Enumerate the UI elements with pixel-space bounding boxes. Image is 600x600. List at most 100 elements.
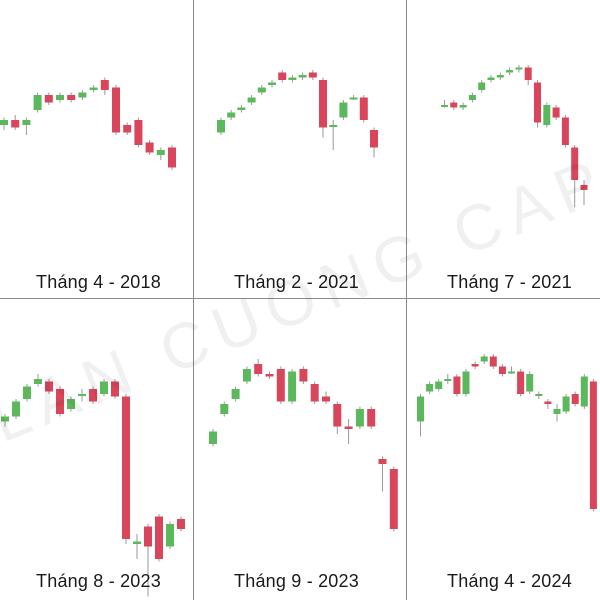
candle-10 [308, 70, 317, 80]
candle-body-down [580, 185, 588, 190]
candle-body-up [217, 120, 225, 133]
candle-9 [89, 85, 98, 93]
candle-20 [589, 379, 597, 512]
candle-body-up [417, 396, 424, 422]
candle-body-down [144, 526, 152, 547]
candle-6 [462, 369, 470, 397]
candle-9 [89, 386, 97, 404]
candle-8 [288, 369, 297, 404]
candle-15 [155, 514, 163, 562]
candle-body-up [580, 376, 588, 407]
candle-body-up [12, 401, 20, 417]
candle-body-up [257, 87, 266, 93]
candle-13 [526, 371, 534, 394]
candle-body-down [45, 381, 53, 392]
candle-10 [498, 364, 506, 377]
candle-body-down [552, 107, 560, 118]
candle-12 [543, 102, 551, 128]
candle-body-down [254, 364, 263, 374]
candle-body-up [535, 394, 543, 396]
chart-title-sep-2023: Tháng 9 - 2023 [234, 571, 359, 591]
candle-11 [508, 366, 515, 374]
candle-14 [355, 406, 364, 429]
candle-body-up [553, 409, 561, 414]
candle-8 [506, 67, 514, 75]
candle-body-down [378, 459, 387, 464]
candle-3 [459, 102, 467, 110]
candle-5 [44, 92, 53, 105]
candle-body-up [56, 95, 64, 100]
candlestick-chart-jul-2021 [441, 65, 588, 208]
candle-body-up [444, 379, 452, 381]
candle-body-down [367, 409, 376, 427]
candle-body-down [453, 376, 461, 394]
candle-body-up [288, 77, 297, 80]
candle-body-up [526, 374, 534, 392]
chart-panel-jul-2021: Tháng 7 - 2021 [407, 0, 600, 298]
candle-4 [33, 92, 42, 113]
candle-12 [329, 120, 338, 150]
candlestick-chart-aug-2023 [1, 374, 185, 597]
candle-9 [515, 65, 523, 73]
candle-15 [156, 147, 165, 160]
candle-2 [12, 399, 20, 419]
candle-16 [370, 127, 378, 158]
candle-body-down [112, 87, 120, 133]
candle-body-down [177, 519, 185, 529]
candle-body-up [441, 105, 448, 107]
candle-body-up [22, 120, 31, 125]
candle-body-up [462, 371, 470, 394]
candle-5 [45, 379, 53, 394]
candle-1 [217, 117, 225, 135]
candle-3 [22, 117, 31, 135]
candle-body-up [480, 356, 488, 362]
candle-body-up [100, 381, 108, 394]
candle-body-up [355, 409, 364, 427]
candle-15 [367, 406, 376, 429]
candle-17 [562, 394, 570, 414]
candle-body-up [268, 82, 276, 85]
candle-body-down [544, 401, 552, 404]
candle-body-up [78, 394, 86, 396]
candle-body-down [498, 366, 506, 374]
chart-panel-feb-2021: Tháng 2 - 2021 [194, 0, 399, 298]
candle-16 [166, 521, 174, 549]
candle-16 [168, 145, 176, 170]
candle-2 [426, 381, 434, 394]
chart-title-aug-2023: Tháng 8 - 2023 [36, 571, 161, 591]
candle-body-up [329, 125, 338, 127]
candle-3 [237, 105, 246, 113]
candle-body-up [487, 77, 495, 80]
candle-body-up [209, 431, 217, 444]
candle-10 [524, 65, 532, 85]
candle-body-down [524, 67, 532, 80]
candle-7 [496, 72, 504, 80]
candle-body-up [288, 371, 297, 402]
chart-panel-sep-2023: Tháng 9 - 2023 [194, 299, 399, 597]
candle-body-down [11, 120, 20, 128]
candle-9 [298, 72, 307, 80]
chart-title-apr-2024: Tháng 4 - 2024 [447, 571, 572, 591]
candlestick-chart-apr-2018 [0, 77, 176, 170]
candle-body-up [242, 369, 251, 382]
candle-5 [453, 374, 461, 397]
candle-14 [144, 524, 152, 597]
candle-body-down [123, 125, 132, 133]
candle-11 [322, 391, 330, 404]
candle-17 [389, 466, 398, 532]
candle-15 [571, 145, 579, 208]
candle-body-up [237, 107, 246, 110]
candle-1 [441, 100, 448, 108]
candle-body-down [155, 516, 163, 559]
candle-13 [133, 534, 141, 559]
candle-7 [67, 396, 75, 412]
candle-10 [310, 381, 319, 404]
candle-8 [78, 389, 86, 402]
chart-title-feb-2021: Tháng 2 - 2021 [234, 272, 359, 292]
candle-13 [552, 105, 560, 120]
candle-14 [561, 115, 569, 148]
candle-body-up [23, 386, 31, 399]
candle-body-down [571, 147, 579, 180]
candle-19 [580, 374, 588, 409]
